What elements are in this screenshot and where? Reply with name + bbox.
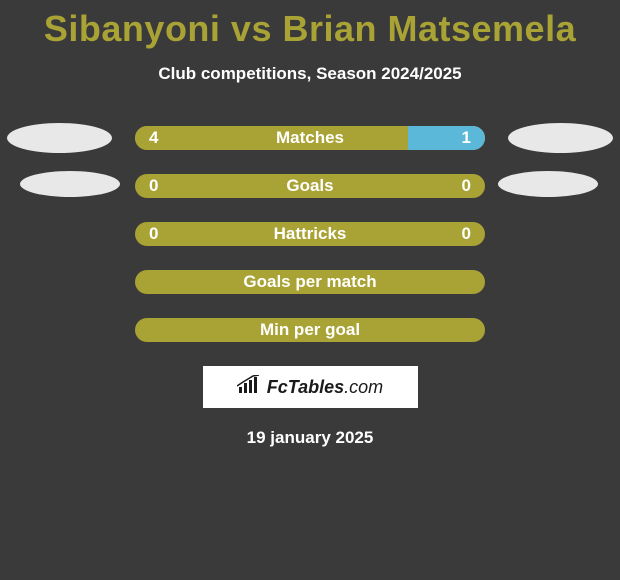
stat-row: Goals0 0 — [0, 174, 620, 198]
player-photo-right — [508, 123, 613, 153]
stat-bar: Goals per match — [135, 270, 485, 294]
page-subtitle: Club competitions, Season 2024/2025 — [158, 64, 461, 84]
stats-panel: Matches41Goals00Hattricks00Goals per mat… — [0, 126, 620, 342]
page-title: Sibanyoni vs Brian Matsemela — [44, 8, 576, 50]
logo-text-bold: FcTables — [267, 377, 344, 397]
stat-label: Goals — [135, 176, 485, 196]
stat-label: Matches — [135, 128, 485, 148]
infographic-container: Sibanyoni vs Brian Matsemela Club compet… — [0, 0, 620, 580]
player-photo-left — [7, 123, 112, 153]
stat-value-right: 0 — [462, 224, 471, 244]
stat-row: Min per goal — [0, 318, 620, 342]
stat-bar: Hattricks0 0 — [135, 222, 485, 246]
stat-label: Hattricks — [135, 224, 485, 244]
logo-text-thin: .com — [344, 377, 383, 397]
footer-date: 19 january 2025 — [247, 428, 374, 448]
player-photo-left — [20, 171, 120, 197]
stat-label: Min per goal — [135, 320, 485, 340]
chart-icon — [237, 375, 261, 400]
stat-value-left: 0 — [149, 176, 158, 196]
stat-row: Goals per match — [0, 270, 620, 294]
stat-value-right: 0 — [462, 176, 471, 196]
stat-bar: Goals0 0 — [135, 174, 485, 198]
stat-bar: Min per goal — [135, 318, 485, 342]
stat-row: Matches4 1 — [0, 126, 620, 150]
logo-box: FcTables.com — [203, 366, 418, 408]
logo-text: FcTables.com — [267, 377, 383, 398]
stat-value-right: 1 — [462, 128, 471, 148]
player-photo-right — [498, 171, 598, 197]
stat-label: Goals per match — [135, 272, 485, 292]
stat-value-left: 4 — [149, 128, 158, 148]
stat-bar: Matches4 1 — [135, 126, 485, 150]
stat-value-left: 0 — [149, 224, 158, 244]
stat-row: Hattricks0 0 — [0, 222, 620, 246]
